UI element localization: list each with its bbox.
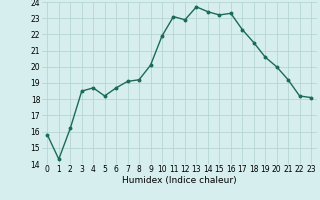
X-axis label: Humidex (Indice chaleur): Humidex (Indice chaleur) <box>122 176 236 185</box>
